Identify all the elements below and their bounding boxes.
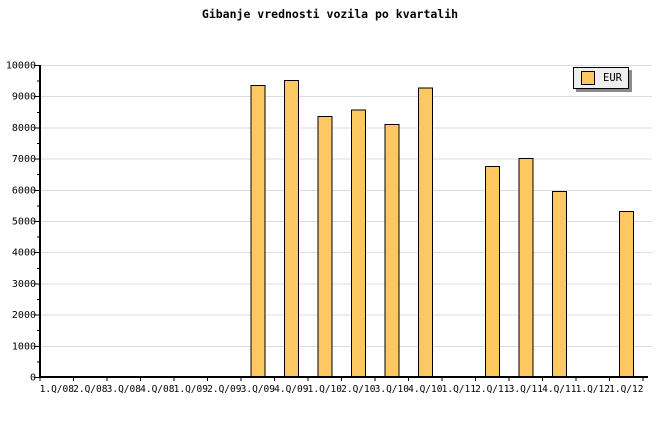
x-tick-label: 3.Q/10 bbox=[375, 384, 410, 395]
legend-color-swatch bbox=[581, 71, 595, 85]
y-tick-label: 2000 bbox=[12, 310, 36, 321]
y-tick-label: 6000 bbox=[12, 185, 36, 196]
y-tick-label: 7000 bbox=[12, 154, 36, 165]
x-tick-label: 1.Q/11 bbox=[442, 384, 477, 395]
y-tick-label: 5000 bbox=[12, 217, 36, 228]
x-tick-label: 2.Q/11 bbox=[475, 384, 510, 395]
x-tick-label: 3.Q/08 bbox=[107, 384, 142, 395]
x-tick-label: 2.Q/09 bbox=[207, 384, 242, 395]
chart-title: Gibanje vrednosti vozila po kvartalih bbox=[201, 7, 459, 21]
x-tick-label: 4.Q/09 bbox=[274, 384, 309, 395]
x-tick-label: 1.Q/10 bbox=[308, 384, 343, 395]
bar bbox=[384, 123, 400, 378]
bar bbox=[551, 190, 567, 378]
bar bbox=[283, 80, 299, 378]
x-tick-label: 2.Q/08 bbox=[73, 384, 108, 395]
y-tick-label: 10000 bbox=[6, 61, 36, 72]
x-tick-label: 4.Q/10 bbox=[408, 384, 443, 395]
legend-series-label: EUR bbox=[603, 71, 622, 84]
x-tick-label: 3.Q/09 bbox=[241, 384, 276, 395]
x-tick-label: 3.Q/11 bbox=[509, 384, 544, 395]
x-tick-label: 2.Q/10 bbox=[341, 384, 376, 395]
legend: EUR bbox=[573, 67, 629, 89]
y-tick-label: 3000 bbox=[12, 279, 36, 290]
x-tick-label: 1.Q/09 bbox=[174, 384, 209, 395]
bar bbox=[618, 211, 634, 378]
x-tick-label: 1.Q/08 bbox=[40, 384, 75, 395]
y-tick-label: 4000 bbox=[12, 248, 36, 259]
bar bbox=[250, 84, 266, 378]
bar bbox=[518, 158, 534, 378]
x-tick-label: 1.Q/12 bbox=[609, 384, 643, 395]
bar bbox=[350, 109, 366, 378]
y-tick-label: 9000 bbox=[12, 92, 36, 103]
x-tick-label: 4.Q/11 bbox=[542, 384, 577, 395]
y-tick-label: 1000 bbox=[12, 341, 36, 352]
y-tick-label: 8000 bbox=[12, 123, 36, 134]
y-tick-label: 0 bbox=[30, 373, 36, 384]
bar bbox=[484, 165, 500, 378]
x-tick-label: 4.Q/08 bbox=[140, 384, 175, 395]
x-tick-label: 1.Q/12 bbox=[576, 384, 610, 395]
bar bbox=[417, 87, 433, 378]
bar bbox=[317, 116, 333, 378]
